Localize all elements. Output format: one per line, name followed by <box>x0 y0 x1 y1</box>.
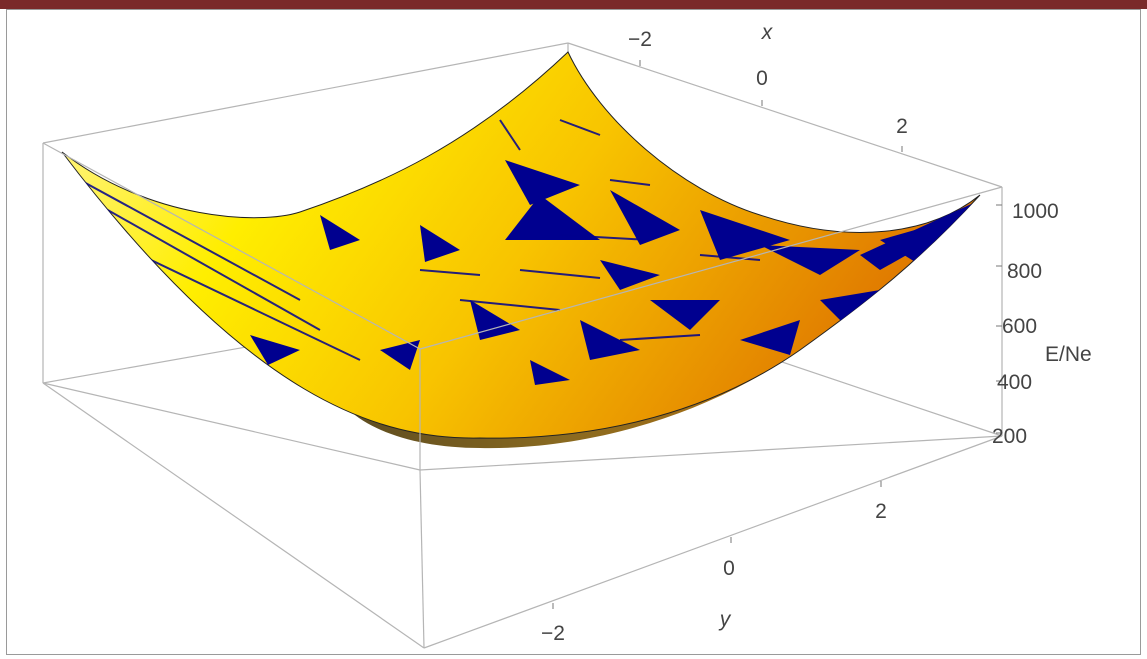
x-axis-title: x <box>761 21 774 44</box>
surface-top <box>61 51 981 439</box>
z-tick-label: 800 <box>1007 260 1042 283</box>
y-axis-title: y <box>718 608 732 631</box>
y-axis-ticks <box>552 481 882 609</box>
z-tick-label: 400 <box>997 371 1032 394</box>
z-axis-title: E/Ne <box>1045 343 1092 366</box>
x-tick-label: −2 <box>628 28 652 51</box>
x-axis-ticks <box>639 60 903 152</box>
x-tick-label: 2 <box>896 115 908 138</box>
z-tick-label: 200 <box>992 425 1027 448</box>
y-tick-label: −2 <box>541 622 565 645</box>
window-top-bar <box>0 0 1147 9</box>
z-tick-label: 600 <box>1002 315 1037 338</box>
z-axis-ticks <box>996 204 1002 434</box>
bounding-box-front <box>42 142 1003 649</box>
y-tick-label: 2 <box>875 500 887 523</box>
y-tick-label: 0 <box>723 557 735 580</box>
z-tick-label: 1000 <box>1012 200 1059 223</box>
x-tick-label: 0 <box>756 67 768 90</box>
